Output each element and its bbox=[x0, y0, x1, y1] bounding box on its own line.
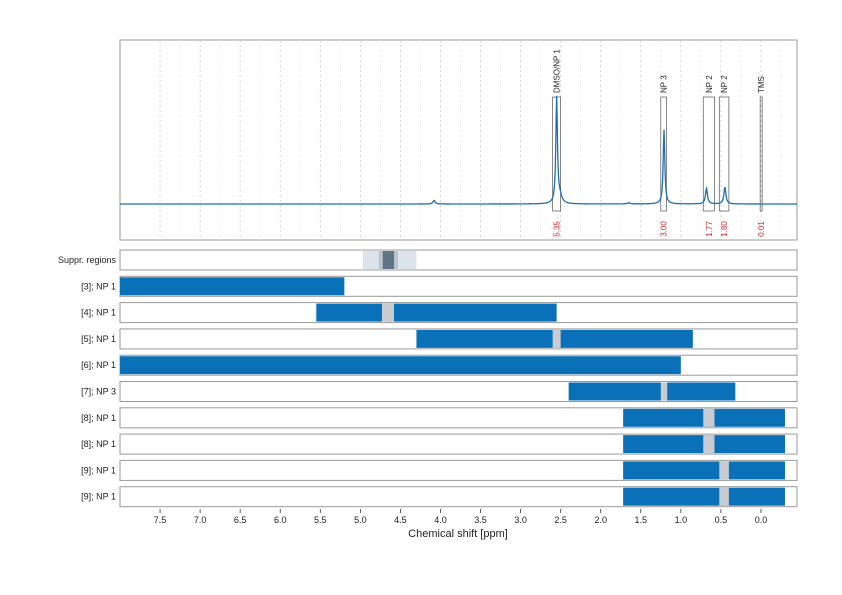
peak-label-3: NP 2 bbox=[720, 75, 729, 93]
x-tick-label-0: 7.5 bbox=[154, 515, 167, 525]
x-axis-title: Chemical shift [ppm] bbox=[408, 528, 508, 540]
integration-rows-panel: Suppr. regions [3]; NP 1 [4]; NP 1 [5]; NP … bbox=[58, 249, 798, 508]
x-tick-label-7: 4.0 bbox=[434, 515, 447, 525]
peak-label-4: TMS bbox=[757, 76, 766, 93]
x-tick-label-2: 6.5 bbox=[234, 515, 247, 525]
row-label-7: [9]; NP 1 bbox=[81, 465, 116, 475]
row-bar-7 bbox=[623, 461, 785, 480]
x-tick-label-3: 6.0 bbox=[274, 515, 287, 525]
x-axis: 7.5 7.0 6.5 6.0 5.5 5.0 4.5 4.0 3.5 3.0 2.5 2.0 1.5 1… bbox=[154, 509, 767, 525]
row-label-5: [8]; NP 1 bbox=[81, 413, 116, 423]
x-tick-label-1: 7.0 bbox=[194, 515, 207, 525]
row-label-0: [3]; NP 1 bbox=[81, 281, 116, 291]
row-gap-1-0 bbox=[381, 303, 395, 322]
peak-box-2 bbox=[702, 96, 715, 212]
x-tick-label-4: 5.5 bbox=[314, 515, 327, 525]
row-gap-8-0 bbox=[719, 487, 729, 506]
x-tick-label-8: 3.5 bbox=[474, 515, 487, 525]
spectrum-frame bbox=[119, 39, 798, 241]
row-label-2: [5]; NP 1 bbox=[81, 334, 116, 344]
suppr-row-label: Suppr. regions bbox=[58, 255, 117, 265]
suppr-core bbox=[382, 251, 395, 269]
x-tick-label-14: 0.5 bbox=[715, 515, 728, 525]
peak-label-1: NP 3 bbox=[660, 75, 669, 93]
row-bar-0 bbox=[120, 277, 345, 296]
row-gap-5-0 bbox=[703, 408, 715, 427]
row-label-4: [7]; NP 3 bbox=[81, 387, 116, 397]
x-tick-label-6: 4.5 bbox=[394, 515, 407, 525]
integral-label-3: 1.80 bbox=[720, 221, 729, 237]
x-tick-label-10: 2.5 bbox=[554, 515, 567, 525]
row-gap-6-0 bbox=[703, 435, 715, 454]
integral-label-4: 0.01 bbox=[757, 221, 766, 237]
spectrum-line bbox=[120, 95, 797, 205]
peak-box-4 bbox=[759, 96, 763, 212]
row-label-1: [4]; NP 1 bbox=[81, 308, 116, 318]
row-label-8: [9]; NP 1 bbox=[81, 492, 116, 502]
row-bar-4 bbox=[568, 382, 736, 401]
x-tick-label-12: 1.5 bbox=[635, 515, 648, 525]
row-bar-8 bbox=[623, 487, 785, 506]
row-label-3: [6]; NP 1 bbox=[81, 360, 116, 370]
peak-box-3 bbox=[718, 96, 730, 212]
x-tick-label-13: 1.0 bbox=[675, 515, 688, 525]
integral-label-1: 3.00 bbox=[660, 221, 669, 237]
integral-label-2: 1.77 bbox=[705, 221, 714, 237]
row-gap-7-0 bbox=[719, 461, 729, 480]
x-tick-label-5: 5.0 bbox=[354, 515, 367, 525]
spectrum-panel: DMSO/NP 1 5.35 NP 3 3.00 NP 2 1.77 NP 2 1.80 TMS… bbox=[119, 39, 798, 241]
row-bar-1 bbox=[316, 303, 557, 322]
x-tick-label-11: 2.0 bbox=[594, 515, 607, 525]
integral-label-0: 5.35 bbox=[553, 221, 562, 237]
peak-label-2: NP 2 bbox=[705, 75, 714, 93]
peak-label-0: DMSO/NP 1 bbox=[553, 49, 562, 93]
row-bar-3 bbox=[120, 356, 681, 375]
row-label-6: [8]; NP 1 bbox=[81, 439, 116, 449]
suppr-row-frame bbox=[119, 249, 798, 271]
x-tick-label-9: 3.0 bbox=[514, 515, 527, 525]
row-gap-4-0 bbox=[660, 382, 668, 401]
peak-box-1 bbox=[660, 96, 667, 212]
x-tick-label-15: 0.0 bbox=[755, 515, 768, 525]
row-gap-2-0 bbox=[552, 329, 561, 348]
